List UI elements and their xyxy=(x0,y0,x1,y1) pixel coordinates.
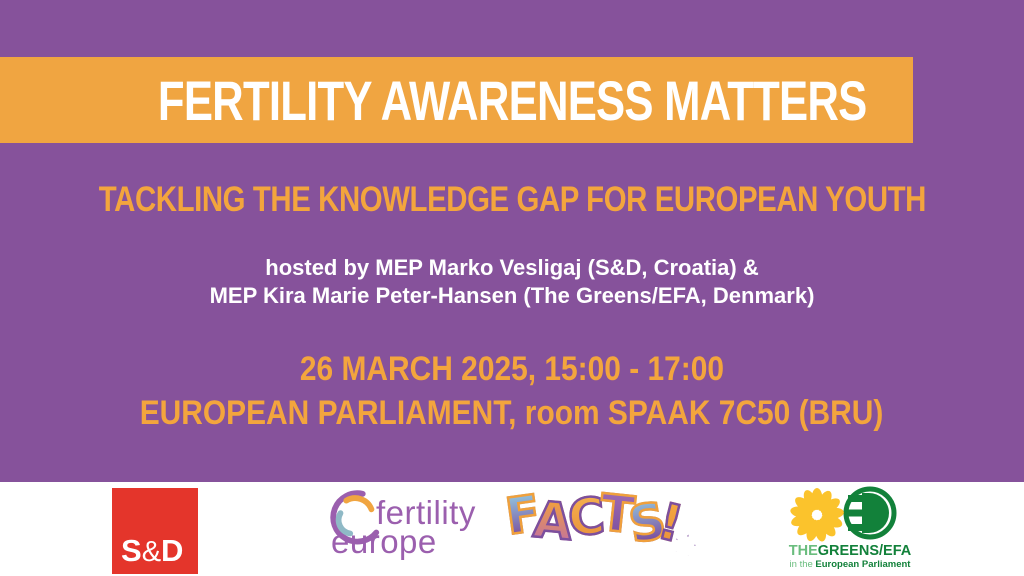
fertility-europe-logo: fertility europe xyxy=(326,488,501,570)
logo-footer: S&D fertility europe F A C T S ! xyxy=(0,482,1024,576)
host-line-2: MEP Kira Marie Peter-Hansen (The Greens/… xyxy=(209,283,815,308)
fertility-europe-swirl-icon xyxy=(330,490,380,545)
sd-logo-text: S&D xyxy=(121,535,183,568)
subtitle-text: TACKLING THE KNOWLEDGE GAP FOR EUROPEAN … xyxy=(98,180,926,219)
event-location-line: EUROPEAN PARLIAMENT, room SPAAK 7C50 (BR… xyxy=(0,395,1024,431)
fertility-word: fertility xyxy=(376,494,476,531)
greens-main-text: GREENS/EFA xyxy=(817,543,912,559)
hosts-block: hosted by MEP Marko Vesligaj (S&D, Croat… xyxy=(0,254,1024,310)
greens-efa-subline: in the European Parliament xyxy=(784,559,916,570)
europe-word: europe xyxy=(331,523,437,560)
host-line-1: hosted by MEP Marko Vesligaj (S&D, Croat… xyxy=(265,255,759,280)
greens-efa-logo: THEGREENS/EFA in the European Parliament xyxy=(784,484,916,574)
sd-letter-s: S xyxy=(121,533,142,568)
facts-logo: F A C T S ! xyxy=(501,482,696,556)
title-banner: FERTILITY AWARENESS MATTERS xyxy=(0,57,913,143)
sd-letter-d: D xyxy=(161,533,184,568)
greens-sub-main: European Parliament xyxy=(815,559,911,570)
event-location: EUROPEAN PARLIAMENT, room SPAAK 7C50 (BR… xyxy=(140,394,884,432)
subtitle-line: TACKLING THE KNOWLEDGE GAP FOR EUROPEAN … xyxy=(0,181,1024,219)
greens-efa-wordmark: THEGREENS/EFA xyxy=(784,544,916,559)
greens-the-text: THE xyxy=(788,543,818,559)
event-datetime-line: 26 MARCH 2025, 15:00 - 17:00 xyxy=(0,351,1024,387)
event-datetime: 26 MARCH 2025, 15:00 - 17:00 xyxy=(299,350,725,388)
sd-ampersand: & xyxy=(141,536,162,568)
greens-sub-pre: in the xyxy=(789,559,816,570)
greens-efa-sunflower-icon xyxy=(790,486,897,542)
page-title: FERTILITY AWARENESS MATTERS xyxy=(157,68,867,132)
sd-logo: S&D xyxy=(112,488,198,574)
